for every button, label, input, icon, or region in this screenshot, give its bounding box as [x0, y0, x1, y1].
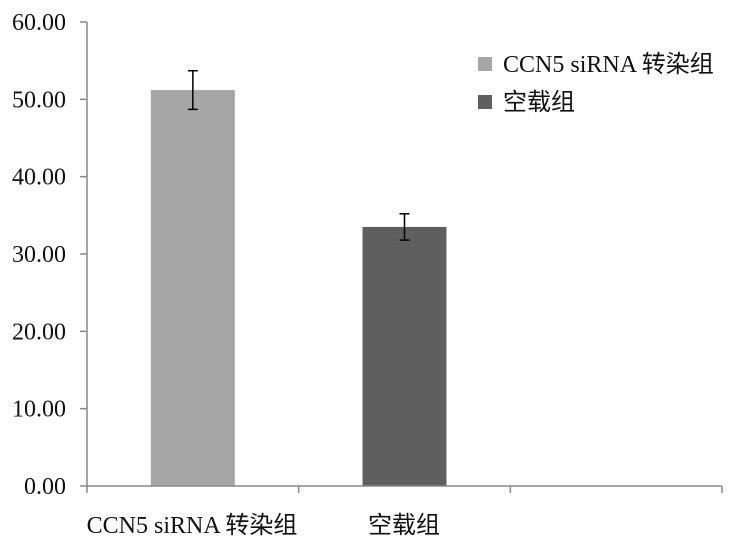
bar-empty-vector: [362, 226, 447, 486]
legend-swatch-empty-vector: [478, 95, 492, 109]
bars-layer: [150, 90, 447, 486]
bar-ccn5-sirna: [150, 90, 235, 486]
y-tick-label: 60.00: [12, 10, 66, 36]
category-label-ccn5: CCN5 siRNA 转染组: [87, 512, 298, 539]
category-label-empty-vector: 空载组: [368, 512, 440, 539]
y-ticks-layer: 0.00 10.00 20.00 30.00 40.00 50.00 60.00: [12, 10, 87, 500]
legend-label-empty-vector: 空载组: [503, 89, 575, 116]
y-tick-label: 40.00: [12, 165, 66, 191]
x-ticks-layer: [86, 486, 723, 493]
y-tick-label: 10.00: [12, 397, 66, 423]
y-tick-label: 20.00: [12, 319, 66, 345]
y-tick-label: 30.00: [12, 242, 66, 268]
legend: CCN5 siRNA 转染组 空载组: [478, 51, 714, 116]
category-labels: CCN5 siRNA 转染组 空载组: [87, 512, 440, 539]
y-tick-label: 0.00: [24, 474, 66, 500]
legend-swatch-ccn5: [478, 57, 492, 71]
legend-label-ccn5: CCN5 siRNA 转染组: [503, 51, 714, 78]
y-tick-label: 50.00: [12, 87, 66, 113]
error-bars-layer: [187, 69, 410, 241]
